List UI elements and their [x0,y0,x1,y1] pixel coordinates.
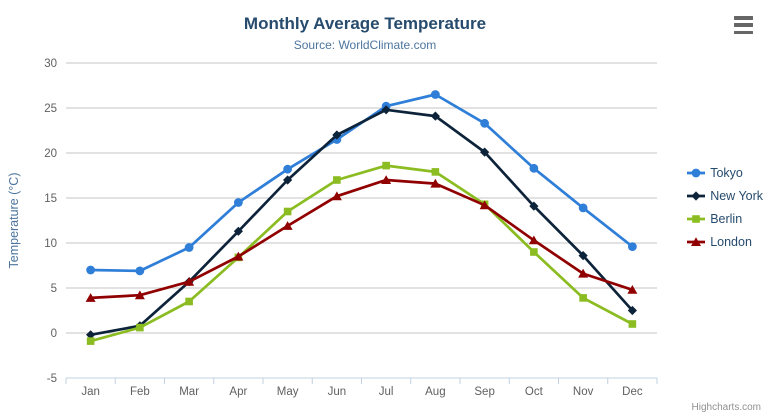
data-point-marker[interactable] [579,294,587,302]
data-point-marker[interactable] [184,243,194,252]
data-point-marker[interactable] [530,248,538,256]
data-point-marker[interactable] [479,200,490,210]
data-point-marker[interactable] [233,198,243,207]
data-point-marker[interactable] [331,191,342,201]
chart-subtitle: Source: WorldClimate.com [293,38,437,52]
x-axis-label: May [277,386,299,398]
data-point-marker[interactable] [283,164,293,174]
data-point-marker[interactable] [529,163,539,173]
data-point-marker[interactable] [692,214,700,223]
y-axis-label: 30 [44,58,57,70]
hamburger-icon [734,30,753,34]
legend-item-new-york[interactable]: New York [687,184,763,207]
context-menu-button[interactable] [731,14,757,36]
y-axis-label: -5 [47,373,57,385]
series-new-york [86,105,637,340]
data-point-marker[interactable] [185,297,193,306]
y-axis-label: 10 [44,238,57,250]
legend-label: New York [710,188,763,203]
data-point-marker[interactable] [233,251,244,261]
data-point-marker[interactable] [691,168,701,177]
diamond-legend-icon [687,190,706,201]
x-axis-label: Mar [179,386,199,398]
data-point-marker[interactable] [528,235,539,245]
triangle-legend-icon [687,236,706,246]
legend-label: London [710,234,752,249]
data-point-marker[interactable] [332,130,342,140]
data-point-marker[interactable] [136,323,144,332]
series-london [85,175,638,302]
square-legend-icon [687,214,706,223]
series-line[interactable] [89,164,634,343]
y-axis-title: Temperature (°C) [7,173,21,269]
legend-item-london[interactable]: London [687,230,763,253]
data-point-marker[interactable] [480,118,490,128]
series-line[interactable] [89,108,634,337]
legend-item-berlin[interactable]: Berlin [687,207,763,230]
x-axis-label: Nov [573,386,594,398]
credits-link[interactable]: Highcharts.com [691,402,761,413]
series-line[interactable] [89,178,634,300]
hamburger-icon [734,16,753,20]
data-point-marker[interactable] [85,293,96,302]
data-point-marker[interactable] [282,221,293,230]
x-axis-label: Dec [622,386,643,398]
x-axis-label: Aug [425,386,445,398]
x-axis-label: Oct [525,386,544,398]
x-axis-label: Jan [81,386,100,398]
data-point-marker[interactable] [480,147,490,157]
data-point-marker[interactable] [381,175,392,184]
data-point-marker[interactable] [628,320,637,328]
series-tokyo [86,90,637,276]
hamburger-icon [734,23,753,27]
y-axis-label: 0 [51,328,57,340]
data-point-marker[interactable] [627,285,638,294]
data-point-marker[interactable] [578,251,588,261]
data-point-marker[interactable] [430,178,441,188]
data-point-marker[interactable] [184,276,195,286]
data-point-marker[interactable] [86,337,95,345]
x-axis-label: Jun [328,386,347,398]
legend-label: Tokyo [710,165,743,180]
data-point-marker[interactable] [627,305,637,316]
x-axis-label: Apr [229,386,247,398]
data-point-marker[interactable] [430,90,440,99]
data-point-marker[interactable] [233,226,243,236]
data-point-marker[interactable] [86,265,96,275]
chart-title: Monthly Average Temperature [243,14,487,33]
legend: Tokyo New York Berlin London [687,161,763,253]
data-point-marker[interactable] [529,201,539,211]
x-axis-label: Feb [130,386,150,398]
y-axis-label: 25 [44,103,57,115]
data-point-marker[interactable] [578,268,589,278]
y-axis-label: 5 [51,283,57,295]
data-point-marker[interactable] [283,175,293,185]
x-axis-label: Sep [474,386,494,398]
data-point-marker[interactable] [627,242,637,252]
data-point-marker[interactable] [382,161,390,170]
data-point-marker[interactable] [333,176,341,184]
circle-legend-icon [687,168,706,177]
y-axis-label: 20 [44,148,57,160]
data-point-marker[interactable] [134,290,145,300]
data-point-marker[interactable] [431,168,440,176]
data-point-marker[interactable] [691,236,702,246]
data-point-marker[interactable] [381,105,391,115]
data-point-marker[interactable] [283,207,292,216]
y-axis-label: 15 [44,193,57,205]
data-point-marker[interactable] [135,266,145,276]
data-point-marker[interactable] [578,203,588,213]
legend-item-tokyo[interactable]: Tokyo [687,161,763,184]
data-point-marker[interactable] [430,111,440,121]
legend-label: Berlin [710,211,743,226]
data-point-marker[interactable] [691,190,701,201]
data-point-marker[interactable] [86,330,96,340]
x-axis-label: Jul [379,386,394,398]
